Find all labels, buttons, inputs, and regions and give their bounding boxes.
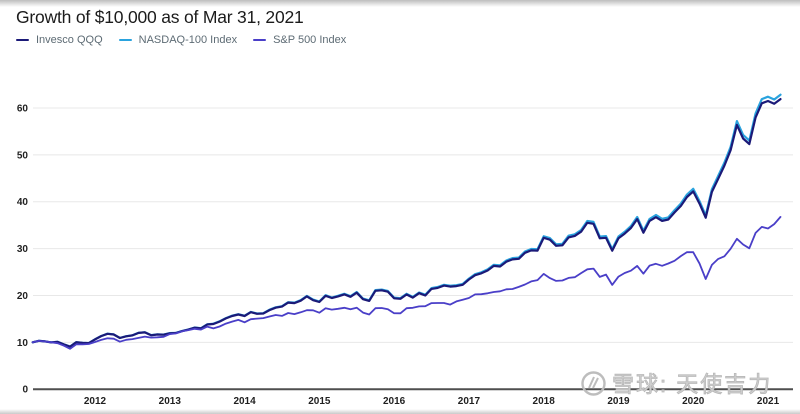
y-axis-label-10: 10 [17, 338, 29, 349]
y-axis-label-0: 0 [22, 385, 28, 396]
bottom-border-gradient [0, 409, 800, 414]
y-axis-label-20: 20 [17, 291, 29, 302]
x-axis-label-2018: 2018 [533, 396, 556, 407]
top-border-gradient [0, 0, 800, 7]
x-axis-label-2013: 2013 [159, 396, 182, 407]
series-line-s-p-500-index [31, 215, 782, 350]
x-axis-label-2019: 2019 [607, 396, 630, 407]
x-axis-label-2014: 2014 [233, 396, 256, 407]
x-axis-label-2015: 2015 [308, 396, 331, 407]
legend-label-invesco-qqq: Invesco QQQ [36, 34, 103, 46]
y-axis-label-30: 30 [17, 244, 29, 255]
y-axis-label-50: 50 [17, 150, 29, 161]
y-axis-label-40: 40 [17, 197, 29, 208]
x-axis-label-2021: 2021 [757, 396, 780, 407]
legend-swatch-invesco-qqq-icon [16, 38, 29, 42]
x-axis-label-2012: 2012 [84, 396, 107, 407]
legend-item-invesco-qqq[interactable]: Invesco QQQ [16, 34, 103, 46]
legend-label-nasdaq-100: NASDAQ-100 Index [138, 34, 238, 46]
legend-item-sp-500[interactable]: S&P 500 Index [253, 34, 346, 46]
legend-label-sp-500: S&P 500 Index [273, 34, 347, 46]
legend-item-nasdaq-100[interactable]: NASDAQ-100 Index [118, 34, 238, 46]
x-axis-label-2016: 2016 [383, 396, 406, 407]
chart-legend: Invesco QQQ NASDAQ-100 Index S&P 500 Ind… [16, 34, 346, 46]
y-axis-label-60: 60 [17, 103, 29, 114]
chart-title: Growth of $10,000 as of Mar 31, 2021 [16, 7, 304, 27]
x-axis-label-2020: 2020 [682, 396, 705, 407]
x-axis-label-2017: 2017 [458, 396, 481, 407]
series-line-invesco-qqq [31, 97, 782, 348]
legend-swatch-sp-500-icon [253, 38, 267, 42]
legend-swatch-nasdaq-100-icon [118, 38, 132, 42]
